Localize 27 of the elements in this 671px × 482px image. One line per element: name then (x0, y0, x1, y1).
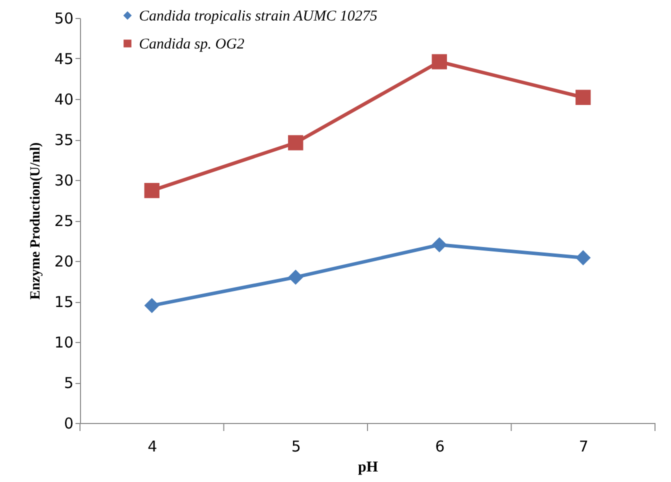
y-axis-title: Enzyme Production(U/ml) (28, 142, 44, 300)
y-tick-label: 40 (54, 90, 74, 108)
point (144, 298, 160, 314)
point (288, 135, 304, 150)
y-tick-label: 15 (54, 293, 74, 311)
y-tick-label: 50 (54, 10, 74, 28)
y-tick-label: 35 (54, 131, 74, 149)
point (432, 237, 447, 252)
y-tick-label: 0 (64, 414, 74, 432)
legend-label: Candida tropicalis strain AUMC 10275 (139, 8, 378, 24)
x-tick-label: 7 (578, 438, 588, 456)
legend-label: Candida sp. OG2 (139, 36, 245, 52)
point (576, 90, 591, 105)
y-tick-label: 45 (54, 50, 74, 68)
point (288, 270, 304, 285)
point (576, 250, 591, 266)
point (432, 54, 447, 70)
x-axis-title: pH (358, 460, 378, 476)
x-tick-label: 6 (435, 438, 445, 456)
y-tick-label: 10 (54, 334, 74, 352)
point (144, 182, 160, 198)
x-tick-label: 4 (148, 438, 158, 456)
y-tick-label: 30 (54, 172, 74, 190)
x-tick-label: 5 (291, 438, 301, 456)
y-tick-label: 25 (54, 212, 74, 230)
y-tick-label: 5 (64, 374, 74, 392)
y-tick-label: 20 (54, 252, 74, 270)
